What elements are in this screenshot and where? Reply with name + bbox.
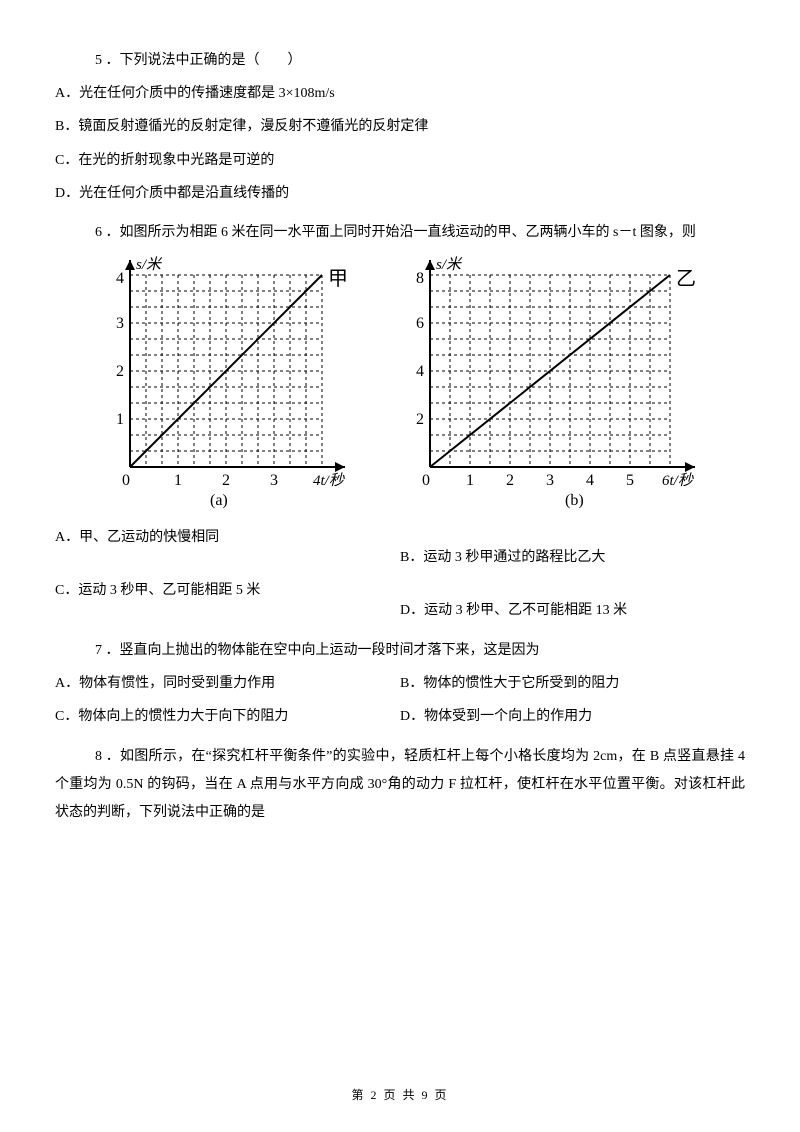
page: 5 ．下列说法中正确的是（ ） A．光在任何介质中的传播速度都是 3×108m/… xyxy=(0,0,800,1132)
chart-b-ytick-2: 4 xyxy=(416,363,424,380)
q5-opt-c: C．在光的折射现象中光路是可逆的 xyxy=(55,148,745,173)
q5-opt-b: B．镜面反射遵循光的反射定律，漫反射不遵循光的反射定律 xyxy=(55,114,745,139)
q6-opt-a: A．甲、乙运动的快慢相同 xyxy=(55,525,400,570)
chart-a-xtick-0: 0 xyxy=(122,472,130,489)
chart-a: 1 2 3 4 0 1 2 3 4t/秒 s/米 甲 (a) xyxy=(85,255,365,515)
q7-opt-b: B．物体的惯性大于它所受到的阻力 xyxy=(400,671,745,696)
chart-a-ytick-1: 1 xyxy=(116,411,124,428)
chart-b-ytick-1: 2 xyxy=(416,411,424,428)
q6-stem: 6 ．如图所示为相距 6 米在同一水平面上同时开始沿一直线运动的甲、乙两辆小车的… xyxy=(95,220,745,245)
chart-b-xtick-2: 2 xyxy=(506,472,514,489)
q6-charts: 1 2 3 4 0 1 2 3 4t/秒 s/米 甲 (a) xyxy=(85,255,745,515)
q7-opt-a: A．物体有惯性，同时受到重力作用 xyxy=(55,671,400,696)
chart-a-xtick-3: 3 xyxy=(270,472,278,489)
q6-opt-b: B．运动 3 秒甲通过的路程比乙大 xyxy=(400,525,745,570)
chart-b-ylabel: s/米 xyxy=(436,256,463,273)
chart-a-ytick-3: 3 xyxy=(116,315,124,332)
chart-b-ytick-4: 8 xyxy=(416,270,424,287)
chart-b-xlabel: 6t/秒 xyxy=(662,472,694,489)
q7-opt-d: D．物体受到一个向上的作用力 xyxy=(400,704,745,729)
chart-b-xtick-5: 5 xyxy=(626,472,634,489)
chart-a-ytick-4: 4 xyxy=(116,270,124,287)
q8-stem-wrapper: 8 ．如图所示，在“探究杠杆平衡条件”的实验中，轻质杠杆上每个小格长度均为 2c… xyxy=(55,743,745,827)
q7-opt-c: C．物体向上的惯性力大于向下的阻力 xyxy=(55,704,400,729)
chart-b-series: 乙 xyxy=(676,268,696,290)
chart-a-ylabel: s/米 xyxy=(136,256,163,273)
q6-opt-c: C．运动 3 秒甲、乙可能相距 5 米 xyxy=(55,578,400,623)
chart-b-xtick-0: 0 xyxy=(422,472,430,489)
chart-a-ytick-2: 2 xyxy=(116,363,124,380)
chart-b: 2 4 6 8 0 1 2 3 4 5 6t/秒 s/米 乙 (b) xyxy=(385,255,715,515)
chart-b-xtick-1: 1 xyxy=(466,472,474,489)
chart-a-sub: (a) xyxy=(210,492,228,509)
chart-b-xtick-4: 4 xyxy=(586,472,594,489)
chart-a-xtick-1: 1 xyxy=(174,472,182,489)
q8-stem: 8 ．如图所示，在“探究杠杆平衡条件”的实验中，轻质杠杆上每个小格长度均为 2c… xyxy=(55,743,745,827)
chart-b-sub: (b) xyxy=(565,492,584,509)
q6-opt-d: D．运动 3 秒甲、乙不可能相距 13 米 xyxy=(400,578,745,623)
q5-opt-d: D．光在任何介质中都是沿直线传播的 xyxy=(55,181,745,206)
chart-b-xtick-3: 3 xyxy=(546,472,554,489)
q5-stem: 5 ．下列说法中正确的是（ ） xyxy=(95,48,745,73)
chart-a-xtick-2: 2 xyxy=(222,472,230,489)
q5-opt-a: A．光在任何介质中的传播速度都是 3×108m/s xyxy=(55,81,745,106)
chart-a-series: 甲 xyxy=(328,268,348,290)
chart-b-ytick-3: 6 xyxy=(416,315,424,332)
page-footer: 第 2 页 共 9 页 xyxy=(0,1085,800,1107)
q7-stem: 7 ．竖直向上抛出的物体能在空中向上运动一段时间才落下来，这是因为 xyxy=(95,638,745,663)
chart-a-xlabel: 4t/秒 xyxy=(313,472,345,489)
